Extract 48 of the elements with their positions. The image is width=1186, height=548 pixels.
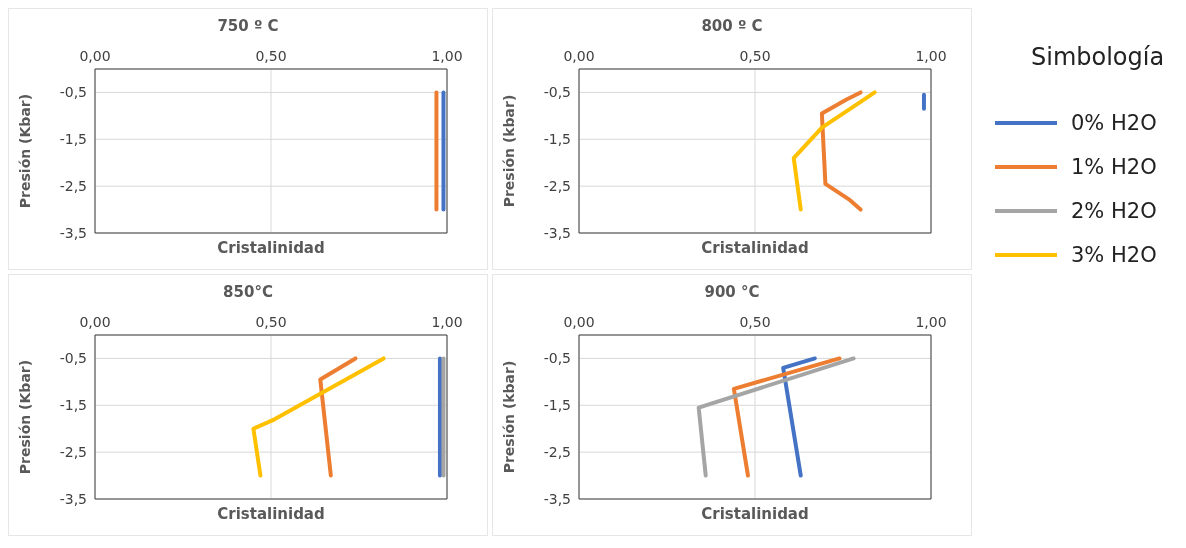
line-series [791,90,877,212]
line-series [251,356,386,478]
y-tick-label: -3,5 [59,224,87,241]
legend-label: 3% H2O [1071,243,1157,267]
y-tick-label: -1,5 [59,131,87,148]
line-series [819,90,863,212]
y-tick-label: -0,5 [59,84,87,101]
x-tick-label: 0,50 [739,48,771,64]
x-tick-label: 0,00 [563,48,595,64]
legend-label: 1% H2O [1071,155,1157,179]
y-axis-title: Presión (Kbar) [16,359,33,475]
y-tick-label: -0,5 [59,350,87,367]
legend-title: Simbología [1031,43,1166,71]
legend-label: 2% H2O [1071,199,1157,223]
y-tick-label: -1,5 [543,397,571,414]
y-tick-label: -2,5 [543,444,571,461]
x-tick-label: 0,00 [79,314,111,330]
y-axis-title: Presión (kbar) [500,360,517,474]
y-tick-label: -0,5 [543,350,571,367]
y-tick-label: -3,5 [59,490,87,507]
x-tick-label: 1,00 [915,314,947,330]
x-tick-label: 0,00 [563,314,595,330]
x-tick-label: 1,00 [915,48,947,64]
x-axis-title: Cristalinidad [700,505,810,523]
x-axis-title: Cristalinidad [216,505,326,523]
x-axis-title: Cristalinidad [700,239,810,257]
x-tick-label: 0,50 [739,314,771,330]
y-tick-label: -1,5 [543,131,571,148]
y-axis-title: Presión (kbar) [500,94,517,208]
x-axis-title: Cristalinidad [216,239,326,257]
x-tick-label: 1,00 [431,48,463,64]
legend-label: 0% H2O [1071,111,1157,135]
chart-title: 750 º C [216,17,280,37]
y-tick-label: -2,5 [59,178,87,195]
chart-title: 900 °C [703,283,761,303]
y-tick-label: -2,5 [59,444,87,461]
y-tick-label: -1,5 [59,397,87,414]
y-tick-label: -3,5 [543,490,571,507]
chart-title: 800 º C [700,17,764,37]
chart-title: 850°C [222,283,274,303]
y-tick-label: -3,5 [543,224,571,241]
x-tick-label: 0,50 [255,48,287,64]
y-tick-label: -0,5 [543,84,571,101]
x-tick-label: 1,00 [431,314,463,330]
y-tick-label: -2,5 [543,178,571,195]
y-axis-title: Presión (Kbar) [16,93,33,209]
x-tick-label: 0,00 [79,48,111,64]
x-tick-label: 0,50 [255,314,287,330]
